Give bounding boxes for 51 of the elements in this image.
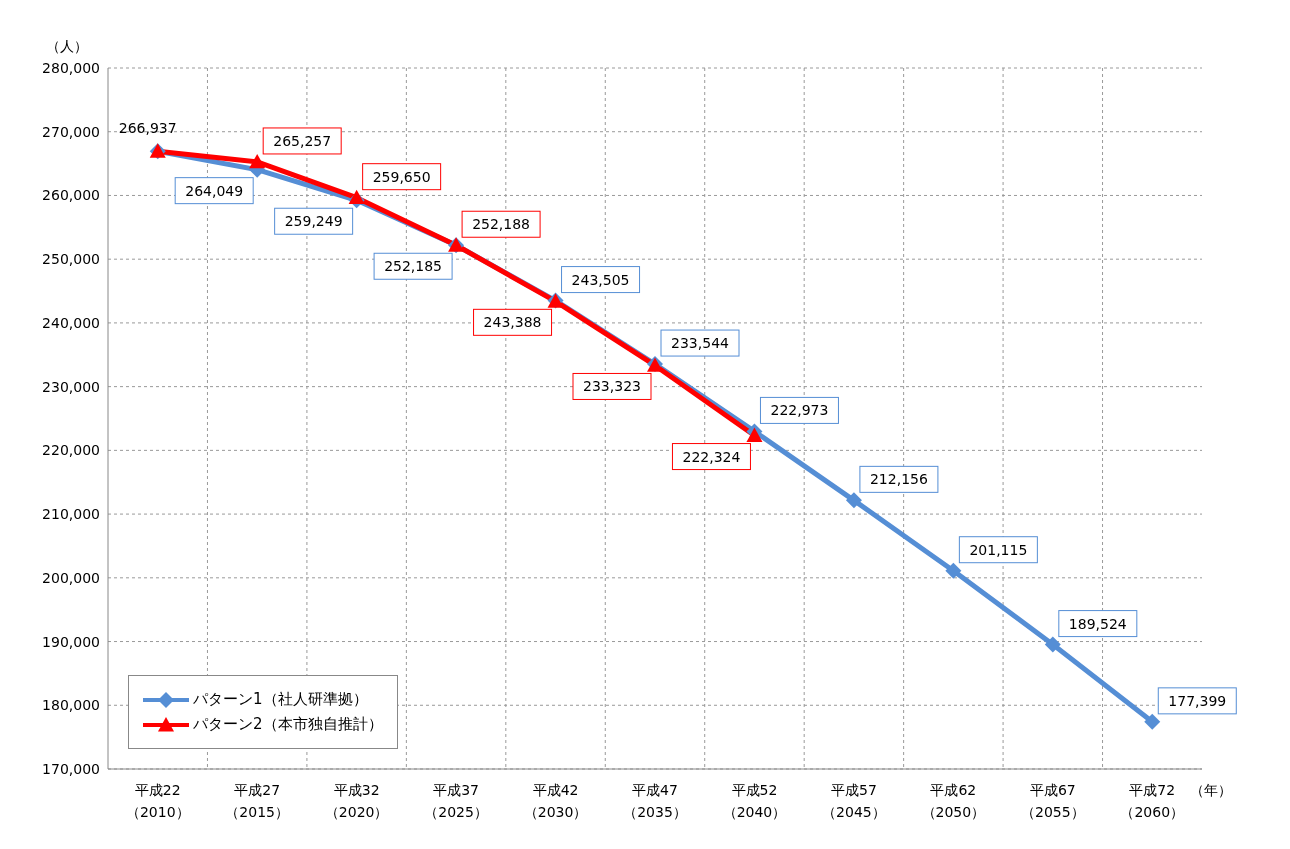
y-tick-label: 230,000 (42, 378, 100, 395)
x-tick-label: 平成27 （2015） (225, 782, 289, 820)
data-label: 189,524 (1068, 615, 1127, 632)
y-tick-label: 280,000 (42, 59, 100, 76)
data-label: 243,388 (483, 314, 542, 331)
data-label: 252,185 (384, 258, 443, 275)
data-label: 264,049 (185, 182, 244, 199)
y-tick-label: 180,000 (42, 697, 100, 714)
x-tick-label: 平成67 （2055） (1021, 782, 1085, 820)
data-label: 233,323 (583, 378, 641, 395)
point (348, 189, 365, 205)
x-tick-label: 平成57 （2045） (822, 782, 886, 820)
data-label: 222,324 (682, 448, 741, 465)
y-axis-title: （人） (46, 38, 88, 56)
point (945, 562, 962, 579)
y-tick-label: 170,000 (42, 760, 100, 777)
y-tick-label: 270,000 (42, 123, 100, 140)
data-label: 233,544 (671, 335, 730, 352)
data-label: 212,156 (869, 471, 928, 488)
x-tick-label: 平成52 （2040） (722, 782, 787, 820)
y-tick-label: 220,000 (42, 442, 100, 459)
y-tick-label: 210,000 (42, 506, 100, 523)
data-label: 266,937 (118, 120, 177, 137)
x-tick-label: 平成72 （2060） (1120, 782, 1185, 820)
data-label: 201,115 (969, 541, 1028, 558)
data-label: 259,249 (284, 213, 343, 230)
y-tick-label: 250,000 (42, 251, 100, 268)
x-tick-label: 平成42 （2030） (523, 782, 588, 820)
x-axis-title: （年） (1190, 782, 1233, 798)
x-tick-label: 平成37 （2025） (424, 782, 488, 820)
x-tick-label: 平成32 （2020） (324, 782, 389, 820)
x-tick-label: 平成62 （2050） (921, 782, 986, 820)
y-tick-label: 240,000 (42, 314, 100, 331)
x-tick-label: 平成22 （2010） (125, 782, 190, 820)
data-label: 265,257 (273, 132, 332, 149)
y-tick-label: 200,000 (42, 569, 100, 586)
point (845, 492, 862, 509)
point (1144, 713, 1161, 730)
point (249, 153, 266, 169)
data-label: 259,650 (372, 168, 431, 185)
y-tick-label: 260,000 (42, 187, 100, 204)
point (1044, 636, 1061, 653)
data-label: 252,188 (472, 216, 531, 233)
legend-label: パターン1（社人研準拠） (193, 690, 368, 709)
x-tick-label: 平成47 （2035） (623, 782, 687, 820)
legend-label: パターン2（本市独自推計） (193, 715, 383, 734)
y-tick-label: 190,000 (42, 633, 100, 650)
point (746, 427, 763, 442)
data-label: 177,399 (1168, 692, 1227, 709)
data-label: 222,973 (770, 402, 829, 419)
data-label: 243,505 (571, 271, 630, 288)
